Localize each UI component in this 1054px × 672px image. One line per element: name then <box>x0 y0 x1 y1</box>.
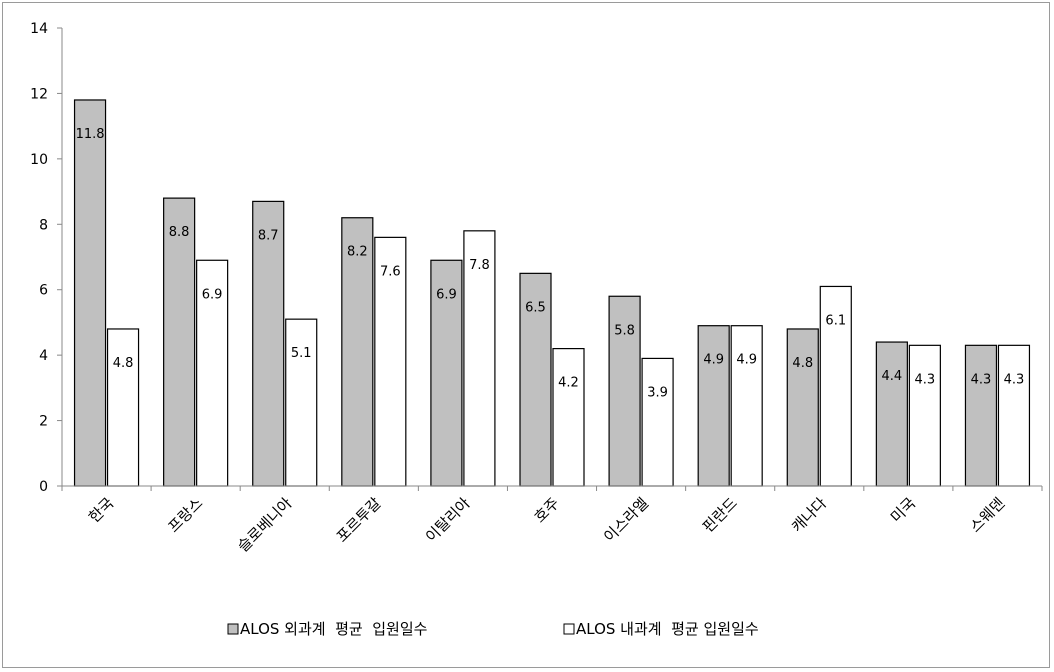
data-label: 6.5 <box>525 300 546 315</box>
data-label: 6.9 <box>436 287 457 302</box>
data-label: 4.2 <box>558 376 579 391</box>
x-category-label: 핀란드 <box>699 494 741 536</box>
data-label: 7.6 <box>380 264 401 279</box>
data-label: 7.8 <box>469 258 490 273</box>
data-label: 4.3 <box>1004 372 1025 387</box>
bar-series-1 <box>163 197 196 487</box>
x-category-label: 슬로베니아 <box>234 494 296 556</box>
bar-series-1 <box>875 341 908 487</box>
bar-series-2 <box>819 285 852 487</box>
x-category-label: 이탈리아 <box>422 494 474 546</box>
data-label: 11.8 <box>76 127 105 142</box>
bars: 11.8 4.8 8.8 6.9 8.7 5.1 8.2 7.6 6.9 7.8 6.5 4.2 5.8… <box>73 99 1031 487</box>
bar-series-1 <box>519 272 552 487</box>
data-label: 8.8 <box>169 225 190 240</box>
bar-series-2 <box>730 325 763 487</box>
data-label: 8.2 <box>347 245 368 260</box>
bar-series-2 <box>285 318 318 487</box>
y-tick-label: 4 <box>39 348 48 364</box>
data-label: 5.1 <box>291 346 312 361</box>
x-category-label: 캐나다 <box>788 494 830 536</box>
data-label: 8.7 <box>258 228 279 243</box>
data-label: 6.9 <box>202 287 223 302</box>
legend-swatch-series-2 <box>563 623 575 635</box>
x-category-label: 미국 <box>887 494 919 526</box>
y-tick-label: 6 <box>39 283 48 299</box>
y-tick-label: 14 <box>30 21 48 37</box>
y-tick-label: 8 <box>39 217 48 233</box>
bar-series-2 <box>552 348 585 487</box>
bar-series-2 <box>106 328 140 487</box>
y-tick-label: 0 <box>39 479 48 495</box>
y-tick-label: 12 <box>30 86 48 102</box>
bar-series-1 <box>964 344 998 487</box>
x-category-label: 스웨덴 <box>966 494 1008 536</box>
data-label: 4.4 <box>882 369 903 384</box>
bar-series-2 <box>641 357 674 487</box>
x-category-label: 호주 <box>531 494 563 526</box>
x-category-label: 프랑스 <box>164 494 206 536</box>
bar-series-2 <box>463 230 496 487</box>
data-label: 4.9 <box>703 353 724 368</box>
legend: ALOS 외과계 평균 입원일수 ALOS 내과계 평균 입원일수 <box>227 620 759 638</box>
data-label: 4.3 <box>971 372 992 387</box>
legend-label-series-1: ALOS 외과계 평균 입원일수 <box>240 620 427 638</box>
bar-series-2 <box>997 344 1031 487</box>
bar-series-1 <box>697 325 730 487</box>
y-axis: 0 2 4 6 8 10 12 14 <box>30 21 63 495</box>
data-label: 6.1 <box>825 313 846 328</box>
data-label: 3.9 <box>647 385 668 400</box>
y-tick-label: 2 <box>39 414 48 430</box>
legend-label-series-2: ALOS 내과계 평균 입원일수 <box>576 620 759 638</box>
bar-series-1 <box>608 295 641 487</box>
bar-series-1 <box>252 200 285 487</box>
x-category-label: 이스라엘 <box>600 494 652 546</box>
bar-series-2 <box>908 344 941 487</box>
x-category-label: 한국 <box>85 494 117 526</box>
data-label: 5.8 <box>614 323 635 338</box>
data-label: 4.9 <box>736 353 757 368</box>
legend-swatch-series-1 <box>227 623 239 635</box>
x-category-label: 포르투갈 <box>333 494 385 546</box>
bar-series-1 <box>786 328 819 487</box>
data-label: 4.8 <box>113 356 134 371</box>
x-axis: 한국 프랑스 슬로베니아 포르투갈 이탈리아 호주 이스라엘 핀란드 캐나다 미국 스웨덴 <box>61 485 1043 556</box>
bar-series-1 <box>73 99 107 487</box>
data-label: 4.8 <box>792 356 813 371</box>
y-tick-label: 10 <box>30 152 48 168</box>
data-label: 4.3 <box>915 372 936 387</box>
